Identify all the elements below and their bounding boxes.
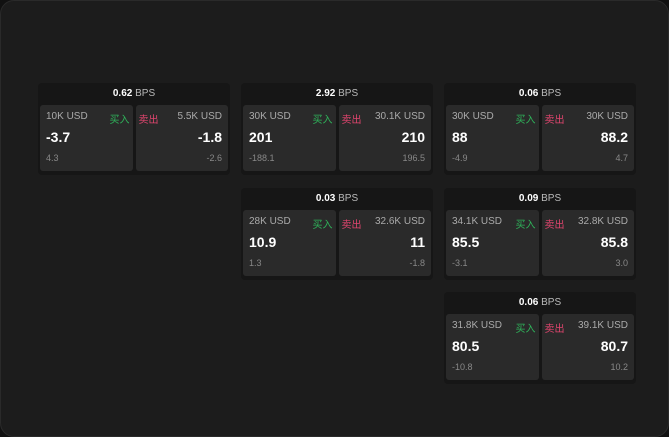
buy-quantity: 30K USD: [452, 111, 494, 122]
spread-header: 0.62 BPS: [38, 83, 230, 105]
sell-quantity: 39.1K USD: [577, 320, 628, 331]
buy-change: -188.1: [249, 153, 275, 163]
buy-label: 买入: [515, 115, 536, 126]
buy-quantity: 10K USD: [46, 111, 88, 122]
sell-quantity: 32.6K USD: [374, 216, 425, 227]
buy-quantity: 34.1K USD: [452, 216, 503, 227]
buy-change: 4.3: [46, 153, 59, 163]
spread-header: 2.92 BPS: [241, 83, 433, 105]
sell-quantity: 5.5K USD: [177, 111, 222, 122]
spread-value: 0.09: [518, 193, 539, 204]
buy-price: 10.9: [249, 234, 277, 250]
buy-price: 85.5: [452, 234, 480, 250]
buy-quantity: 31.8K USD: [452, 320, 503, 331]
sell-price: 85.8: [600, 234, 628, 250]
sell-change: 3.0: [615, 258, 628, 268]
buy-change: -10.8: [452, 362, 473, 372]
sell-change: 10.2: [610, 362, 628, 372]
sell-price: 88.2: [600, 129, 628, 145]
spread-header: 0.06 BPS: [444, 292, 636, 314]
sell-change: -1.8: [409, 258, 425, 268]
sell-quantity: 30.1K USD: [374, 111, 425, 122]
buy-price: 88: [452, 129, 468, 145]
sell-change: 4.7: [615, 153, 628, 163]
sell-quantity: 32.8K USD: [577, 216, 628, 227]
buy-change: -4.9: [452, 153, 468, 163]
buy-label: 买入: [312, 220, 333, 231]
sell-cell[interactable]: 卖出 30.1K USD 210 196.5: [338, 105, 431, 171]
sell-price: 11: [410, 234, 425, 250]
sell-label: 卖出: [544, 324, 565, 335]
sell-label: 卖出: [544, 220, 565, 231]
sell-label: 卖出: [544, 115, 565, 126]
buy-cell[interactable]: 28K USD 买入 10.9 1.3: [243, 210, 336, 276]
buy-quantity: 28K USD: [249, 216, 291, 227]
spread-unit: BPS: [541, 193, 562, 204]
spread-unit: BPS: [541, 297, 562, 308]
buy-price: -3.7: [46, 129, 71, 145]
buy-label: 买入: [109, 115, 130, 126]
buy-price: 201: [249, 129, 273, 145]
quote-card: 0.62 BPS 10K USD 买入 -3.7 4.3 卖出 5.5K USD…: [38, 83, 230, 175]
spread-value: 0.03: [315, 193, 336, 204]
buy-cell[interactable]: 34.1K USD 买入 85.5 -3.1: [446, 210, 539, 276]
spread-unit: BPS: [541, 88, 562, 99]
quote-card: 0.09 BPS 34.1K USD 买入 85.5 -3.1 卖出 32.8K…: [444, 188, 636, 280]
spread-unit: BPS: [338, 88, 359, 99]
spread-header: 0.03 BPS: [241, 188, 433, 210]
spread-header: 0.09 BPS: [444, 188, 636, 210]
sell-cell[interactable]: 卖出 32.6K USD 11 -1.8: [338, 210, 431, 276]
sell-price: 80.7: [600, 338, 628, 354]
quote-card: 0.06 BPS 30K USD 买入 88 -4.9 卖出 30K USD 8…: [444, 83, 636, 175]
buy-cell[interactable]: 31.8K USD 买入 80.5 -10.8: [446, 314, 539, 380]
sell-cell[interactable]: 卖出 32.8K USD 85.8 3.0: [541, 210, 634, 276]
quote-card: 0.06 BPS 31.8K USD 买入 80.5 -10.8 卖出 39.1…: [444, 292, 636, 384]
sell-quantity: 30K USD: [586, 111, 628, 122]
buy-cell[interactable]: 10K USD 买入 -3.7 4.3: [40, 105, 133, 171]
sell-label: 卖出: [138, 115, 159, 126]
sell-price: 210: [401, 129, 425, 145]
sell-change: -2.6: [206, 153, 222, 163]
sell-cell[interactable]: 卖出 5.5K USD -1.8 -2.6: [135, 105, 228, 171]
buy-cell[interactable]: 30K USD 买入 201 -188.1: [243, 105, 336, 171]
buy-label: 买入: [312, 115, 333, 126]
spread-unit: BPS: [135, 88, 156, 99]
quote-card: 2.92 BPS 30K USD 买入 201 -188.1 卖出 30.1K …: [241, 83, 433, 175]
buy-cell[interactable]: 30K USD 买入 88 -4.9: [446, 105, 539, 171]
sell-price: -1.8: [197, 129, 222, 145]
buy-price: 80.5: [452, 338, 480, 354]
spread-header: 0.06 BPS: [444, 83, 636, 105]
sell-label: 卖出: [341, 115, 362, 126]
buy-quantity: 30K USD: [249, 111, 291, 122]
sell-label: 卖出: [341, 220, 362, 231]
sell-cell[interactable]: 卖出 30K USD 88.2 4.7: [541, 105, 634, 171]
sell-cell[interactable]: 卖出 39.1K USD 80.7 10.2: [541, 314, 634, 380]
spread-value: 0.06: [518, 88, 539, 99]
spread-unit: BPS: [338, 193, 359, 204]
buy-label: 买入: [515, 220, 536, 231]
spread-value: 0.62: [112, 88, 133, 99]
buy-change: 1.3: [249, 258, 262, 268]
spread-value: 0.06: [518, 297, 539, 308]
sell-change: 196.5: [402, 153, 425, 163]
quote-card: 0.03 BPS 28K USD 买入 10.9 1.3 卖出 32.6K US…: [241, 188, 433, 280]
buy-change: -3.1: [452, 258, 468, 268]
spread-value: 2.92: [315, 88, 336, 99]
buy-label: 买入: [515, 324, 536, 335]
